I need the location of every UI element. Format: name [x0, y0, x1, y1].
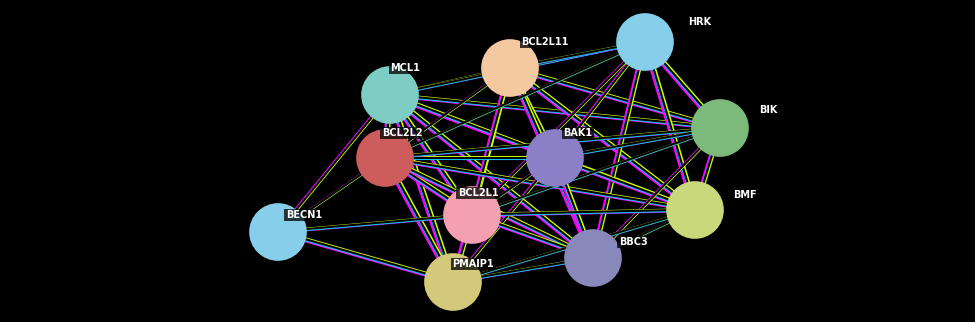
- Text: BAK1: BAK1: [564, 128, 593, 138]
- Text: BECN1: BECN1: [286, 210, 322, 220]
- Text: PMAIP1: PMAIP1: [452, 259, 493, 269]
- Circle shape: [425, 254, 481, 310]
- Text: BCL2L11: BCL2L11: [522, 37, 568, 47]
- Text: MCL1: MCL1: [390, 63, 420, 73]
- Circle shape: [527, 130, 583, 186]
- Text: BMF: BMF: [733, 190, 757, 200]
- Text: BCL2L1: BCL2L1: [457, 188, 498, 198]
- Circle shape: [362, 67, 418, 123]
- Circle shape: [617, 14, 673, 70]
- Circle shape: [482, 40, 538, 96]
- Text: HRK: HRK: [688, 17, 712, 27]
- Text: BBC3: BBC3: [618, 237, 647, 247]
- Circle shape: [357, 130, 413, 186]
- Circle shape: [667, 182, 723, 238]
- Text: BCL2L2: BCL2L2: [381, 128, 422, 138]
- Circle shape: [444, 187, 500, 243]
- Circle shape: [692, 100, 748, 156]
- Circle shape: [565, 230, 621, 286]
- Text: BIK: BIK: [759, 105, 777, 115]
- Circle shape: [250, 204, 306, 260]
